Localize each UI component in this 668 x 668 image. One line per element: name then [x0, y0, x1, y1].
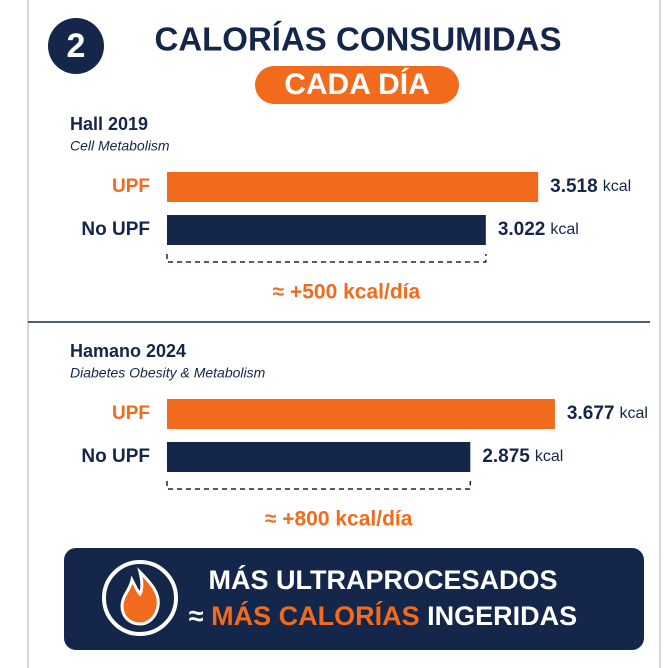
subtitle-pill [255, 66, 459, 104]
bar [167, 172, 539, 202]
value-label: 3.677 kcal [567, 403, 648, 424]
chart-source: Cell Metabolism [70, 138, 170, 154]
category-label: UPF [112, 403, 150, 424]
value-number: 3.677 [567, 403, 615, 424]
footer-suffix: INGERIDAS [427, 601, 577, 631]
value-unit: kcal [603, 178, 631, 195]
fire-icon-ring [102, 560, 178, 636]
category-label: UPF [112, 176, 150, 197]
value-number: 2.875 [482, 446, 530, 467]
bar [167, 399, 555, 429]
difference-bracket [166, 481, 472, 490]
badge-number: 2 [67, 27, 86, 65]
subtitle: CADA DÍA [284, 67, 430, 101]
chart-title: Hamano 2024 [70, 341, 186, 361]
value-unit: kcal [619, 405, 647, 422]
fire-icon [120, 567, 160, 626]
value-label: 2.875 kcal [482, 446, 563, 467]
value-number: 3.518 [550, 176, 598, 197]
footer-prefix: ≈ [189, 601, 204, 631]
value-unit: kcal [550, 221, 578, 238]
title: CALORÍAS CONSUMIDAS [154, 21, 561, 58]
category-label: No UPF [81, 446, 150, 467]
difference-annotation: ≈ +800 kcal/día [265, 508, 413, 531]
badge [48, 18, 104, 74]
chart-source: Diabetes Obesity & Metabolism [70, 365, 266, 381]
value-number: 3.022 [498, 219, 546, 240]
value-unit: kcal [535, 448, 563, 465]
footer-line-2: ≈ MÁS CALORÍAS INGERIDAS [189, 600, 577, 631]
category-label: No UPF [81, 219, 150, 240]
bar [167, 442, 471, 472]
value-label: 3.022 kcal [498, 219, 579, 240]
footer-box [64, 548, 644, 650]
difference-bracket [166, 254, 487, 263]
value-label: 3.518 kcal [550, 176, 631, 197]
footer-line-1: MÁS ULTRAPROCESADOS [208, 564, 557, 595]
chart-title: Hall 2019 [70, 114, 148, 134]
footer-highlight: MÁS CALORÍAS [211, 600, 420, 631]
difference-annotation: ≈ +500 kcal/día [273, 281, 421, 304]
bar [167, 215, 486, 245]
